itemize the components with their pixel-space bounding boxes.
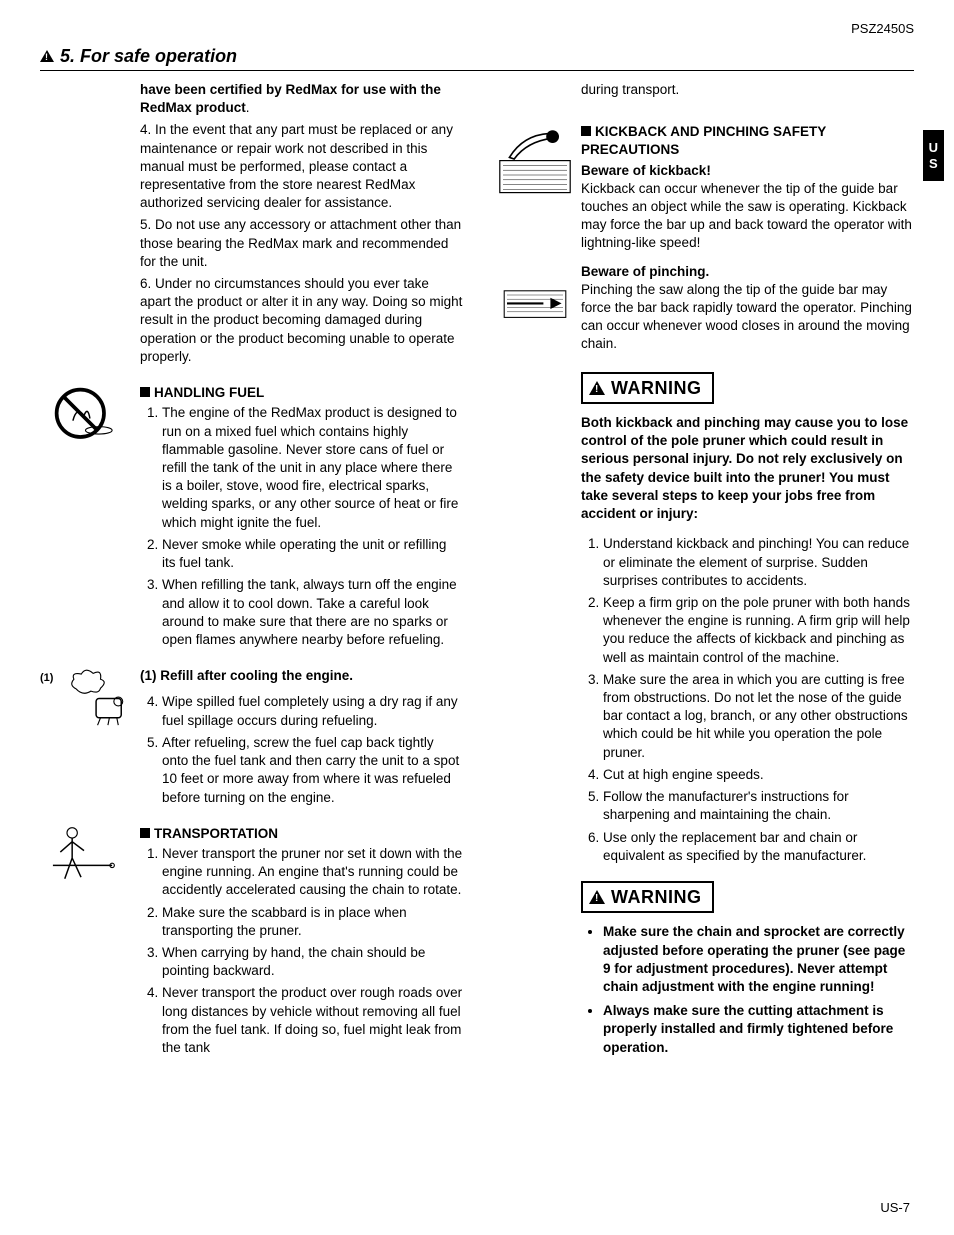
list-item: The engine of the RedMax product is desi… (162, 404, 463, 532)
intro-bold: have been certified by RedMax for use wi… (140, 82, 441, 115)
list-item: Keep a firm grip on the pole pruner with… (603, 594, 914, 667)
list-item: Never transport the product over rough r… (162, 984, 463, 1057)
list-item: After refueling, screw the fuel cap back… (162, 734, 463, 807)
pinching-icon (491, 267, 579, 337)
carry-pruner-icon (40, 821, 128, 895)
cooling-engine-icon (58, 663, 146, 737)
list-item: Use only the replacement bar and chain o… (603, 829, 914, 865)
list-item: Never transport the pruner nor set it do… (162, 845, 463, 900)
pinch-sub: Beware of pinching. (581, 263, 914, 281)
kickback-heading: KICKBACK AND PINCHING SAFETY PRECAUTIONS (581, 123, 914, 159)
section-title: 5. For safe operation (60, 44, 237, 68)
warning-icon (589, 381, 605, 395)
kickback-icon (491, 119, 579, 199)
list-item: Understand kickback and pinching! You ca… (603, 535, 914, 590)
list-item: Make sure the area in which you are cutt… (603, 671, 914, 762)
intro-item: 4. In the event that any part must be re… (140, 121, 463, 212)
warning-box: WARNING (581, 372, 714, 404)
list-item: Wipe spilled fuel completely using a dry… (162, 693, 463, 729)
section-header: 5. For safe operation (40, 44, 914, 71)
pinch-text: Pinching the saw along the tip of the gu… (581, 281, 914, 354)
kickback-sub: Beware of kickback! (581, 162, 914, 180)
side-tab: U S (923, 130, 944, 181)
content-columns: have been certified by RedMax for use wi… (40, 81, 914, 1069)
warning-text: Both kickback and pinching may cause you… (581, 414, 914, 523)
right-column: during transport. KICKBACK AND PINCHING … (491, 81, 914, 1069)
intro-item: 5. Do not use any accessory or attachmen… (140, 216, 463, 271)
kickback-text: Kickback can occur whenever the tip of t… (581, 180, 914, 253)
no-fire-icon (40, 380, 128, 454)
list-item: Never smoke while operating the unit or … (162, 536, 463, 572)
list-item: When carrying by hand, the chain should … (162, 944, 463, 980)
list-item: When refilling the tank, always turn off… (162, 576, 463, 649)
page-number: US-7 (880, 1199, 910, 1217)
fuel-heading: HANDLING FUEL (140, 384, 463, 402)
list-item: Make sure the scabbard is in place when … (162, 904, 463, 940)
left-column: have been certified by RedMax for use wi… (40, 81, 463, 1069)
intro-item: 6. Under no circumstances should you eve… (140, 275, 463, 366)
list-item: Cut at high engine speeds. (603, 766, 914, 784)
warning-icon (40, 50, 54, 62)
figure-label: (1) (40, 671, 53, 686)
model-number: PSZ2450S (40, 20, 914, 38)
carryover-text: during transport. (581, 81, 914, 99)
warning-box: WARNING (581, 881, 714, 913)
list-item: Always make sure the cutting attachment … (603, 1002, 914, 1057)
fuel-note: (1) Refill after cooling the engine. (140, 667, 463, 685)
list-item: Follow the manufacturer's instructions f… (603, 788, 914, 824)
transport-heading: TRANSPORTATION (140, 825, 463, 843)
warning-icon (589, 890, 605, 904)
list-item: Make sure the chain and sprocket are cor… (603, 923, 914, 996)
